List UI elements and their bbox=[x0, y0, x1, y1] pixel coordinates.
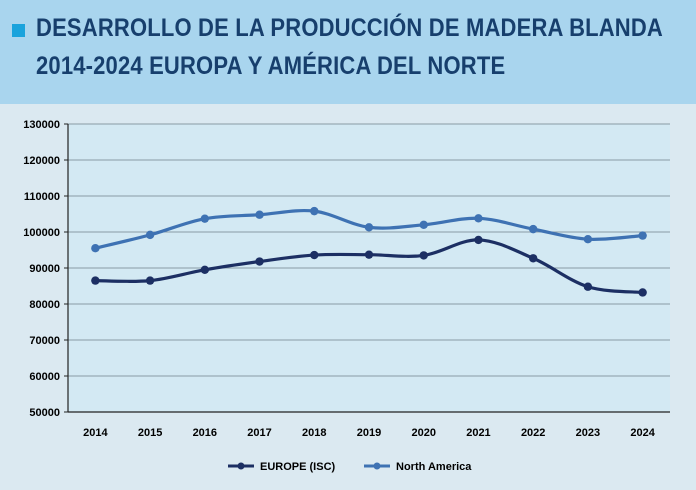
data-point-north-america bbox=[419, 220, 428, 229]
data-point-europe-isc bbox=[255, 257, 264, 266]
y-tick-label: 110000 bbox=[24, 191, 60, 203]
x-tick-label: 2019 bbox=[357, 427, 381, 439]
x-tick-label: 2023 bbox=[576, 427, 600, 439]
chart-title-line-2: 2014-2024 EUROPA Y AMÉRICA DEL NORTE bbox=[36, 52, 506, 80]
data-point-europe-isc bbox=[528, 254, 538, 263]
y-tick-label: 120000 bbox=[23, 155, 60, 167]
legend-item-north-america: North America bbox=[364, 461, 472, 473]
data-point-europe-isc bbox=[145, 276, 155, 285]
data-point-north-america bbox=[310, 206, 319, 216]
data-point-europe-isc bbox=[638, 288, 647, 297]
x-tick-label: 2021 bbox=[466, 427, 490, 439]
x-tick-label: 2022 bbox=[521, 427, 545, 439]
data-point-europe-isc bbox=[583, 282, 593, 291]
y-tick-label: 130000 bbox=[23, 119, 60, 131]
y-tick-label: 80000 bbox=[29, 299, 60, 311]
data-point-north-america bbox=[528, 224, 538, 234]
title-band: DESARROLLO DE LA PRODUCCIÓN DE MADERA BL… bbox=[0, 0, 696, 104]
legend-swatch-marker bbox=[373, 462, 381, 470]
data-point-north-america bbox=[145, 230, 155, 240]
x-tick-label: 2017 bbox=[247, 427, 271, 439]
data-point-europe-isc bbox=[419, 251, 428, 260]
x-tick-label: 2015 bbox=[138, 427, 162, 439]
y-tick-label: 90000 bbox=[29, 263, 60, 275]
data-point-europe-isc bbox=[91, 276, 100, 285]
title-bullet-icon bbox=[12, 24, 25, 37]
data-point-north-america bbox=[91, 244, 100, 253]
data-point-north-america bbox=[364, 223, 374, 232]
legend-item-europe-isc: EUROPE (ISC) bbox=[228, 461, 336, 473]
x-tick-label: 2016 bbox=[193, 427, 217, 439]
data-point-north-america bbox=[255, 210, 264, 219]
chart-title-line-1: DESARROLLO DE LA PRODUCCIÓN DE MADERA BL… bbox=[36, 14, 663, 42]
data-point-europe-isc bbox=[364, 250, 374, 259]
y-tick-label: 70000 bbox=[29, 335, 60, 347]
data-point-europe-isc bbox=[310, 250, 319, 260]
data-point-europe-isc bbox=[200, 265, 210, 274]
x-tick-label: 2020 bbox=[411, 427, 435, 439]
x-tick-label: 2014 bbox=[83, 427, 108, 439]
data-point-north-america bbox=[200, 214, 210, 223]
legend-label: North America bbox=[396, 461, 472, 473]
legend-swatch-marker bbox=[237, 462, 245, 470]
x-tick-label: 2024 bbox=[630, 427, 655, 439]
y-tick-label: 60000 bbox=[29, 371, 60, 383]
x-tick-label: 2018 bbox=[302, 427, 326, 439]
y-tick-label: 100000 bbox=[23, 227, 60, 239]
line-chart: 50000 60000 70000 80000 90000 100000 110000 120… bbox=[23, 119, 670, 473]
legend-label: EUROPE (ISC) bbox=[260, 461, 336, 473]
data-point-europe-isc bbox=[474, 235, 483, 245]
data-point-north-america bbox=[638, 231, 647, 240]
data-point-north-america bbox=[474, 214, 483, 223]
y-tick-label: 50000 bbox=[29, 407, 60, 419]
data-point-north-america bbox=[583, 235, 593, 244]
